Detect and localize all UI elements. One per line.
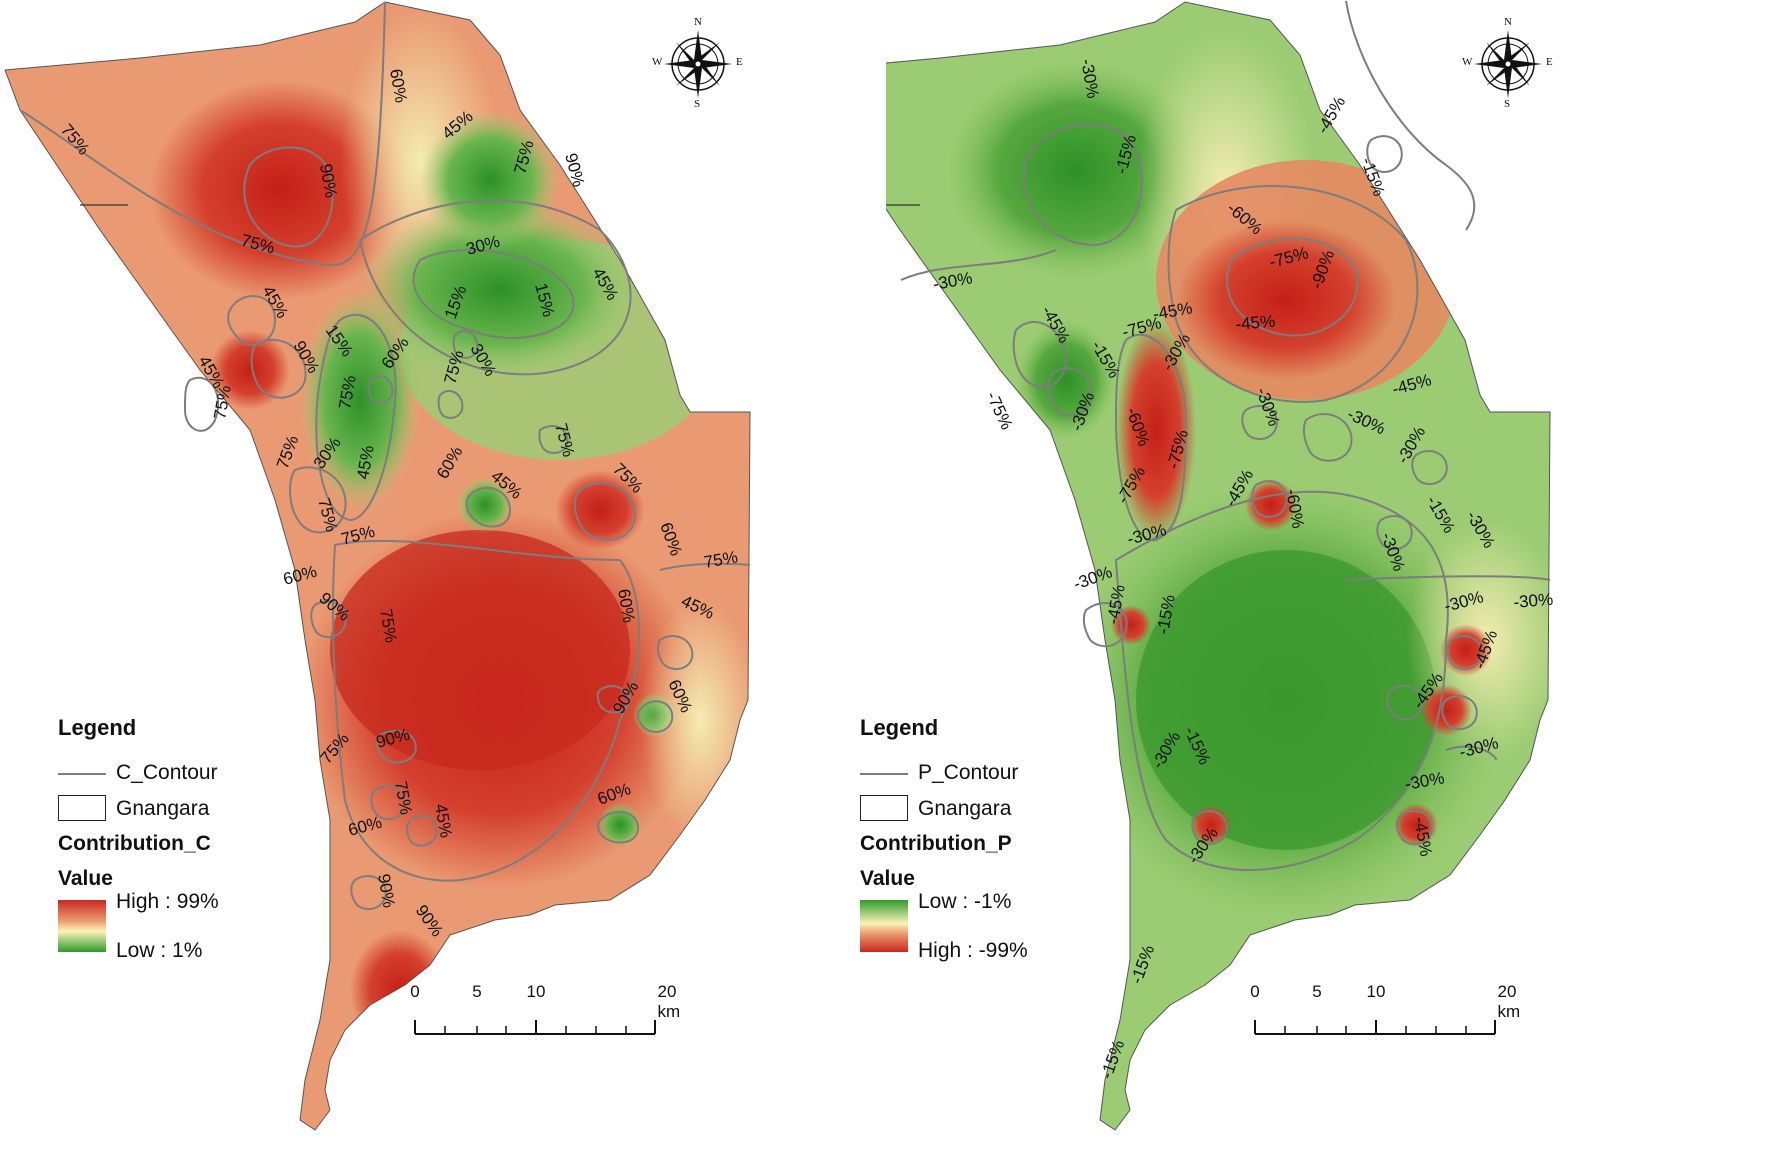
legend-title: Legend [58, 715, 137, 740]
value-title: Value [860, 867, 915, 890]
west-label: W [1462, 56, 1473, 68]
contribution-c-map: 75% 90% 75% 60% 45% 75% 90% 30% 15% 15% … [4, 1, 751, 1131]
east-label: E [1546, 56, 1553, 68]
scale-label: 20 km [1497, 982, 1521, 1021]
north-arrow: N S W E [648, 16, 748, 110]
scale-bar: 0 5 10 20 km [410, 982, 710, 1042]
legend-c: Legend C_Contour Gnangara Contribution_C… [58, 715, 318, 975]
south-label: S [694, 98, 701, 110]
contour-label: -30% [1513, 590, 1554, 612]
gnangara-boundary [886, 1, 1551, 1131]
gnangara-boundary [4, 1, 751, 1131]
c-contours [19, 1, 751, 910]
contour-label: -45% [1235, 312, 1276, 334]
boundary-legend-label: Gnangara [116, 797, 210, 820]
value-title: Value [58, 867, 113, 890]
legend-p: Legend P_Contour Gnangara Contribution_P… [860, 715, 1120, 975]
boundary-swatch [58, 795, 106, 821]
contribution-c-map-panel: 75% 90% 75% 60% 45% 75% 90% 30% 15% 15% … [4, 1, 751, 1131]
color-ramp [58, 900, 106, 952]
contour-label: -75% [982, 389, 1016, 433]
scale-label: 0 [410, 982, 420, 1001]
contour-swatch [860, 773, 908, 775]
p-contours [900, 0, 1551, 871]
scale-label: 0 [1250, 982, 1260, 1001]
scale-label: 10 [1366, 982, 1386, 1001]
boundary-swatch [860, 795, 908, 821]
layer-title: Contribution_C [58, 832, 211, 855]
scale-label: 5 [472, 982, 482, 1001]
scale-bar: 0 5 10 20 km [1250, 982, 1550, 1042]
scale-label: 20 km [657, 982, 681, 1021]
ramp-high-label: Low : -1% [918, 890, 1012, 913]
south-label: S [1504, 98, 1511, 110]
scale-label: 5 [1312, 982, 1322, 1001]
layer-title: Contribution_P [860, 832, 1012, 855]
color-ramp [860, 900, 908, 952]
north-arrow: N S W E [1458, 16, 1558, 110]
west-label: W [652, 56, 663, 68]
north-label: N [1504, 16, 1512, 28]
scale-label: 10 [526, 982, 546, 1001]
legend-title: Legend [860, 715, 939, 740]
compass-rose-icon [664, 30, 732, 98]
ramp-high-label: High : 99% [116, 890, 219, 913]
contour-swatch [58, 773, 106, 775]
north-label: N [694, 16, 702, 28]
ramp-low-label: High : -99% [918, 939, 1028, 962]
contribution-p-map-panel: -30% -15% -45% -15% -60% -75% -90% -30% … [860, 0, 1772, 1171]
contour-legend-label: C_Contour [116, 761, 218, 784]
contribution-p-map: -30% -15% -45% -15% -60% -75% -90% -30% … [886, 0, 1554, 1131]
compass-rose-icon [1474, 30, 1542, 98]
east-label: E [736, 56, 743, 68]
contour-legend-label: P_Contour [918, 761, 1019, 784]
ramp-low-label: Low : 1% [116, 939, 203, 962]
boundary-legend-label: Gnangara [918, 797, 1012, 820]
